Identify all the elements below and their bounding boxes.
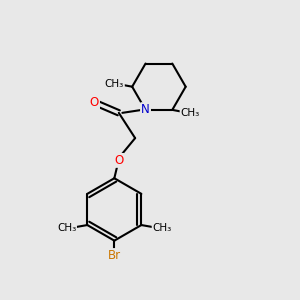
Text: Br: Br	[108, 249, 121, 262]
Text: N: N	[141, 103, 150, 116]
Text: CH₃: CH₃	[105, 79, 124, 89]
Text: N: N	[141, 103, 150, 116]
Text: CH₃: CH₃	[152, 223, 172, 233]
Text: CH₃: CH₃	[57, 223, 76, 233]
Text: CH₃: CH₃	[181, 108, 200, 118]
Text: O: O	[90, 96, 99, 109]
Text: O: O	[114, 154, 123, 167]
